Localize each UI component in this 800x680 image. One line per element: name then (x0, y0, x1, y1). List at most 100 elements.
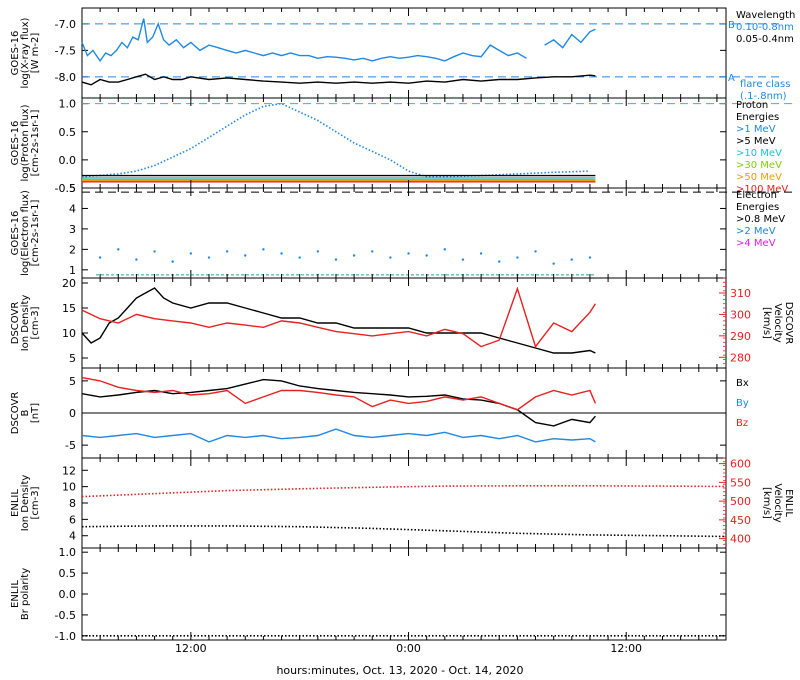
y-axis-label-line: DSCOVR (10, 392, 21, 435)
series-line-0.05-0.4nm (81, 73, 596, 86)
y-tick-label: 5 (69, 352, 76, 365)
legend-entry: >5 MeV (736, 136, 776, 147)
panel-enlil_density: 4681012400450500550600ENLILVelocity[km/s… (10, 457, 794, 549)
legend-entry: Energies (736, 112, 779, 123)
y-axis-label: DSCOVRB[nT] (10, 392, 41, 435)
series-point->2 MeV (135, 258, 138, 261)
series-point->2 MeV (588, 256, 592, 259)
series-point->2 MeV (189, 252, 193, 255)
y-tick-label: 1.0 (59, 546, 77, 559)
y-tick-label: 15 (62, 302, 76, 315)
y-tick-label: 10 (62, 327, 76, 340)
x-tick-label: 0:00 (396, 642, 421, 655)
y-tick-label: 4 (69, 202, 76, 215)
series-point->2 MeV (552, 262, 555, 265)
y-axis-label-line: [cm-3] (30, 306, 41, 339)
y-axis-label-line: GOES-16 (10, 121, 21, 166)
y2-tick-label: 400 (730, 533, 751, 546)
y-tick-label: 3 (69, 223, 76, 236)
y-axis-label-line: Ion Density (20, 475, 31, 532)
panel-frame (81, 547, 727, 641)
y-axis-label-line: B (20, 409, 31, 416)
y-axis-label: ENLILBr polarity (10, 568, 31, 620)
y-axis-label-line: DSCOVR (10, 302, 21, 345)
y2-axis-label: ENLILVelocity[km/s] (761, 483, 794, 522)
y-tick-label: -0.5 (55, 609, 76, 622)
y-axis-label: ENLILIon Density[cm-3] (10, 475, 41, 532)
legend-entry: Bx (736, 378, 749, 389)
y-tick-label: 0.5 (59, 126, 77, 139)
y-tick-label: 0.0 (59, 588, 77, 601)
legend-entry: 0.05-0.4nm (736, 34, 794, 45)
y-tick-label: 5 (69, 182, 76, 195)
series-point->2 MeV (352, 254, 356, 257)
y-tick-label: 20 (62, 277, 76, 290)
y2-tick-label: 600 (730, 458, 751, 471)
y2-axis-label-line: DSCOVR (783, 302, 794, 345)
series-point->2 MeV (534, 250, 537, 253)
panel-dscovr_b: -5 0 5 DSCOVRB[nT] Bx By Bz (10, 367, 749, 459)
panel-xray: -8.0 -7.5 -7.0 GOES-16log(X-ray flux)[W m-2… (10, 7, 795, 102)
x-axis-label: hours:minutes, Oct. 13, 2020 - Oct. 14, … (276, 664, 523, 677)
panel-proton: -0.5 0.0 0.5 1.0 GOES-16log(Proton flux)[cm-… (10, 97, 796, 195)
legend-entry: >100 MeV (736, 184, 788, 195)
legend2-entry: flare class (740, 79, 790, 90)
y-axis-label-line: log(X-ray flux) (20, 17, 31, 88)
series-line->1 MeV (81, 102, 590, 178)
legend-entry: >30 MeV (736, 160, 782, 171)
series-point->2 MeV (407, 252, 410, 255)
series-point->2 MeV (225, 250, 229, 253)
x-tick-label: 12:00 (610, 642, 642, 655)
y-tick-label: 1.0 (59, 98, 77, 111)
legend-entry: >50 MeV (736, 172, 782, 183)
series-point->2 MeV (244, 254, 247, 257)
legend-entry: Proton (736, 100, 768, 111)
y2-tick-label: 280 (730, 351, 751, 364)
legend-entry: >0.8 MeV (736, 214, 785, 225)
y2-tick-label: 450 (730, 514, 751, 527)
series-point->2 MeV (280, 252, 283, 255)
series-point->2 MeV (498, 260, 501, 263)
y2-axis-label-line: [km/s] (761, 487, 772, 519)
series-point->2 MeV (153, 250, 156, 253)
x-tick-label: 12:00 (175, 642, 207, 655)
y-axis-label-line: GOES-16 (10, 211, 21, 256)
y-tick-label: -0.5 (55, 182, 76, 195)
y-axis-label-line: Br polarity (20, 568, 31, 620)
y-tick-label: 0.5 (59, 567, 77, 580)
y-tick-label: 5 (69, 375, 76, 388)
series-point->2 MeV (207, 256, 211, 259)
series-point->2 MeV (425, 254, 428, 257)
series-point->2 MeV (334, 258, 338, 261)
y-tick-label: -8.0 (55, 71, 76, 84)
series-point->2 MeV (389, 256, 392, 259)
y-axis-label-line: [cm-2s-1sr-1] (30, 199, 41, 266)
y-tick-label: 10 (62, 481, 76, 494)
series-point->2 MeV (262, 248, 265, 251)
series-line-density (81, 287, 596, 354)
y-tick-label: -1.0 (55, 630, 76, 643)
y-tick-label: -5 (65, 439, 76, 452)
y2-tick-label: 500 (730, 495, 751, 508)
y2-axis-label-line: Velocity (772, 483, 783, 522)
y-axis-label: GOES-16log(X-ray flux)[W m-2] (10, 17, 41, 88)
series-point->2 MeV (117, 248, 120, 251)
series-point->2 MeV (570, 258, 574, 261)
legend-entry: >2 MeV (736, 226, 776, 237)
y-axis-label-line: GOES-16 (10, 31, 21, 76)
y-axis-label-line: [cm-3] (30, 486, 41, 519)
series-point->2 MeV (479, 252, 483, 255)
legend-entry: By (736, 398, 749, 409)
y2-tick-label: 550 (730, 476, 751, 489)
legend-entry: >4 MeV (736, 238, 776, 249)
y-axis-label-line: Ion Density (20, 295, 31, 352)
y-tick-label: 0.0 (59, 154, 77, 167)
y-tick-label: 4 (69, 530, 76, 543)
panel-frame (81, 97, 727, 189)
series-point->2 MeV (316, 250, 320, 253)
y-axis-label-line: log(Electron flux) (20, 190, 31, 276)
y-tick-label: 6 (69, 513, 76, 526)
y-tick-label: -7.5 (55, 44, 76, 57)
